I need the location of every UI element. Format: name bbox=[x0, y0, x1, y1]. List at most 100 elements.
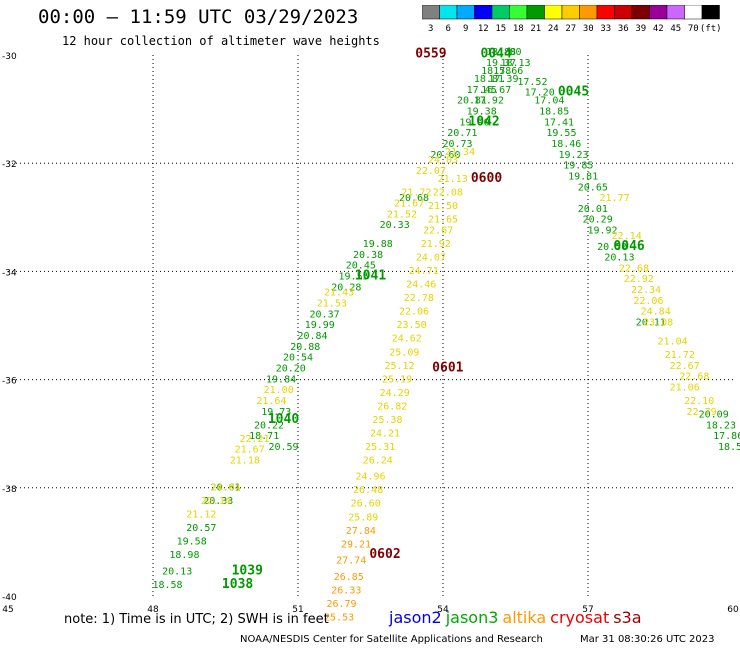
swh-value: 19.99 bbox=[305, 320, 335, 331]
swh-value: 20.28 bbox=[331, 282, 361, 293]
swh-value: 23.08 bbox=[643, 318, 673, 329]
lon-tick-label: 45 bbox=[2, 605, 13, 615]
swh-value: 17.86 bbox=[713, 431, 740, 442]
swh-value: 26.79 bbox=[326, 599, 356, 610]
colorbar-label: 42 bbox=[653, 24, 664, 34]
swh-value: 20.13 bbox=[604, 253, 634, 264]
swh-value: 21.18 bbox=[230, 455, 260, 466]
colorbar-label: 27 bbox=[565, 24, 576, 34]
swh-value: 21.12 bbox=[186, 510, 216, 521]
swh-value: 19.85 bbox=[563, 161, 593, 172]
swh-value: 29.21 bbox=[341, 539, 371, 550]
swh-value: 18.85 bbox=[539, 107, 569, 118]
swh-value: 21.00 bbox=[264, 385, 294, 396]
swh-value: 20.57 bbox=[186, 523, 216, 534]
pass-time-label: 1038 bbox=[222, 577, 253, 592]
swh-value: 21.13 bbox=[438, 174, 468, 185]
colorbar-label: 12 bbox=[478, 24, 489, 34]
swh-value: 26.82 bbox=[377, 401, 407, 412]
colorbar-label: 15 bbox=[495, 24, 506, 34]
swh-value: 17.66 bbox=[493, 66, 523, 77]
pass-time-label: 1039 bbox=[232, 563, 263, 578]
swh-value: 20.59 bbox=[268, 442, 298, 453]
swh-value: 18.88 bbox=[486, 47, 516, 58]
swh-value: 19.90 bbox=[459, 117, 489, 128]
satellite-legend: jason2 jason3 altika cryosat s3a bbox=[389, 608, 646, 627]
swh-value: 17.04 bbox=[534, 96, 564, 107]
swh-value: 18.71 bbox=[249, 431, 279, 442]
swh-value: 21.52 bbox=[387, 209, 417, 220]
swh-value: 00 bbox=[509, 47, 521, 58]
swh-value: 21.72 bbox=[401, 188, 431, 199]
swh-value: 22.67 bbox=[423, 226, 453, 237]
satellite-legend-item: jason3 bbox=[445, 608, 499, 627]
swh-value: 20.71 bbox=[447, 128, 477, 139]
swh-value: 26.48 bbox=[353, 485, 383, 496]
lat-tick-label: -40 bbox=[2, 593, 17, 603]
swh-value: 22.92 bbox=[624, 274, 654, 285]
colorbar-label: 39 bbox=[635, 24, 646, 34]
swh-value: 21.64 bbox=[256, 396, 286, 407]
swh-value: 20.88 bbox=[290, 342, 320, 353]
swh-value: 19.58 bbox=[177, 537, 207, 548]
swh-value: 19.81 bbox=[568, 171, 598, 182]
swh-value: 20.22 bbox=[254, 420, 284, 431]
swh-value: 18.58 bbox=[481, 66, 511, 77]
swh-value: 20.11 bbox=[636, 318, 666, 329]
colorbar-label: 18 bbox=[513, 24, 524, 34]
swh-value: 24.07 bbox=[416, 253, 446, 264]
swh-value: 22.10 bbox=[684, 396, 714, 407]
swh-value: 22.67 bbox=[670, 361, 700, 372]
swh-value: 24.62 bbox=[392, 334, 422, 345]
colorbar-label: 30 bbox=[583, 24, 594, 34]
swh-value: 20.20 bbox=[276, 363, 306, 374]
swh-value: 20.33 bbox=[380, 220, 410, 231]
swh-value: 25.53 bbox=[324, 612, 354, 623]
swh-value: 21.92 bbox=[421, 239, 451, 250]
colorbar-label: (ft) bbox=[700, 24, 722, 34]
swh-value: 21.77 bbox=[600, 193, 630, 204]
swh-value: 22.06 bbox=[399, 307, 429, 318]
colorbar-label: 3 bbox=[428, 24, 433, 34]
swh-value: 20.54 bbox=[283, 353, 313, 364]
swh-value: 18.46 bbox=[551, 139, 581, 150]
swh-value: 21.67 bbox=[394, 198, 424, 209]
swh-value: 17.52 bbox=[517, 77, 547, 88]
swh-value: 20.29 bbox=[583, 215, 613, 226]
swh-value: 16.67 bbox=[481, 85, 511, 96]
colorbar-label: 70 bbox=[688, 24, 699, 34]
swh-value: 25.89 bbox=[348, 512, 378, 523]
satellite-legend-item: cryosat bbox=[550, 608, 610, 627]
swh-value: 22.68 bbox=[619, 263, 649, 274]
swh-value: 17.92 bbox=[474, 96, 504, 107]
swh-value: 26.33 bbox=[331, 585, 361, 596]
colorbar-label: 33 bbox=[600, 24, 611, 34]
swh-value: 19.37 bbox=[486, 58, 516, 69]
swh-value: 23.50 bbox=[397, 320, 427, 331]
swh-value: 22.06 bbox=[633, 296, 663, 307]
swh-value: 26.85 bbox=[334, 572, 364, 583]
lat-tick-label: -34 bbox=[2, 268, 17, 278]
swh-value: 20.84 bbox=[297, 331, 327, 342]
swh-value: 17.45 bbox=[467, 85, 497, 96]
swh-value: 24.96 bbox=[355, 472, 385, 483]
swh-value: 19.55 bbox=[339, 272, 369, 283]
pass-time-label: 0602 bbox=[369, 547, 400, 562]
pass-time-label: 0044 bbox=[481, 47, 512, 62]
swh-value: 19.38 bbox=[467, 107, 497, 118]
swh-value: 21.06 bbox=[670, 382, 700, 393]
swh-value: 26.60 bbox=[351, 499, 381, 510]
swh-value: 22.79 bbox=[687, 407, 717, 418]
swh-value: 17.20 bbox=[525, 88, 555, 99]
colorbar-label: 21 bbox=[530, 24, 541, 34]
swh-value: 22.08 bbox=[433, 188, 463, 199]
lon-tick-label: 48 bbox=[147, 605, 159, 615]
lon-tick-label: 60 bbox=[727, 605, 739, 615]
swh-value: 21.67 bbox=[235, 445, 265, 456]
swh-value: 18.56 bbox=[718, 442, 740, 453]
swh-value: 24.71 bbox=[409, 266, 439, 277]
swh-value: 24.46 bbox=[406, 280, 436, 291]
swh-value: 22.14 bbox=[612, 231, 642, 242]
swh-value: 26.24 bbox=[363, 455, 393, 466]
